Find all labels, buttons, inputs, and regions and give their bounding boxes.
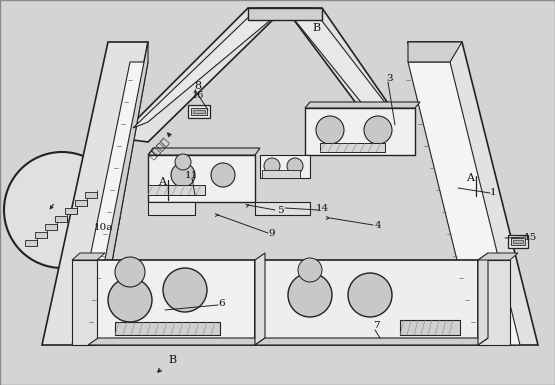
Polygon shape [320,143,385,152]
Text: A: A [158,177,166,187]
Polygon shape [85,192,97,198]
Polygon shape [55,216,67,222]
Circle shape [364,116,392,144]
Polygon shape [25,240,37,246]
Polygon shape [478,260,510,345]
Polygon shape [42,42,148,345]
Polygon shape [115,322,220,335]
Polygon shape [408,62,520,345]
Polygon shape [45,224,57,230]
Circle shape [264,158,280,174]
Text: 11: 11 [184,171,198,179]
Polygon shape [513,240,523,243]
Circle shape [211,163,235,187]
Text: 15: 15 [523,233,537,241]
Polygon shape [148,155,255,202]
Polygon shape [478,253,518,260]
Circle shape [348,273,392,317]
Text: 14: 14 [315,204,329,213]
Circle shape [175,154,191,170]
Polygon shape [478,253,488,345]
Polygon shape [408,42,462,62]
Polygon shape [400,320,460,335]
Circle shape [316,116,344,144]
Text: A: A [466,173,474,183]
Polygon shape [72,260,97,345]
Polygon shape [305,102,420,108]
Polygon shape [193,110,205,113]
Polygon shape [511,238,525,245]
Polygon shape [255,338,488,345]
Text: 4: 4 [375,221,381,229]
Text: 8: 8 [194,81,201,91]
Polygon shape [191,108,207,115]
Polygon shape [255,253,265,345]
Polygon shape [255,260,478,345]
Polygon shape [35,232,47,238]
Circle shape [115,257,145,287]
Circle shape [288,273,332,317]
Polygon shape [72,62,148,345]
Polygon shape [255,202,310,215]
Polygon shape [508,235,528,248]
Circle shape [287,158,303,174]
Polygon shape [88,338,265,345]
Polygon shape [88,42,148,345]
Polygon shape [148,148,260,155]
Polygon shape [88,260,255,345]
Polygon shape [188,105,210,118]
Polygon shape [133,8,285,128]
Text: 水流方向: 水流方向 [146,136,170,161]
Text: 9: 9 [269,229,275,238]
Text: 1: 1 [490,187,496,196]
Circle shape [163,268,207,312]
Text: 6: 6 [219,298,225,308]
Text: 16: 16 [192,90,204,99]
Polygon shape [65,208,77,214]
Polygon shape [75,200,87,206]
Text: B: B [168,355,176,365]
Text: 5: 5 [277,206,283,214]
Polygon shape [285,8,400,132]
Circle shape [108,278,152,322]
Polygon shape [248,8,322,20]
Polygon shape [262,170,300,178]
Polygon shape [305,108,415,155]
Polygon shape [408,42,538,345]
Polygon shape [148,185,205,195]
Circle shape [171,163,195,187]
Circle shape [298,258,322,282]
Circle shape [4,152,120,268]
Polygon shape [72,253,105,260]
Polygon shape [260,155,310,178]
Text: B: B [312,23,320,33]
Text: 3: 3 [387,74,393,82]
Polygon shape [148,202,195,215]
Polygon shape [285,8,412,142]
Text: 7: 7 [373,321,379,330]
Text: 10a: 10a [93,223,113,231]
Polygon shape [118,8,285,142]
